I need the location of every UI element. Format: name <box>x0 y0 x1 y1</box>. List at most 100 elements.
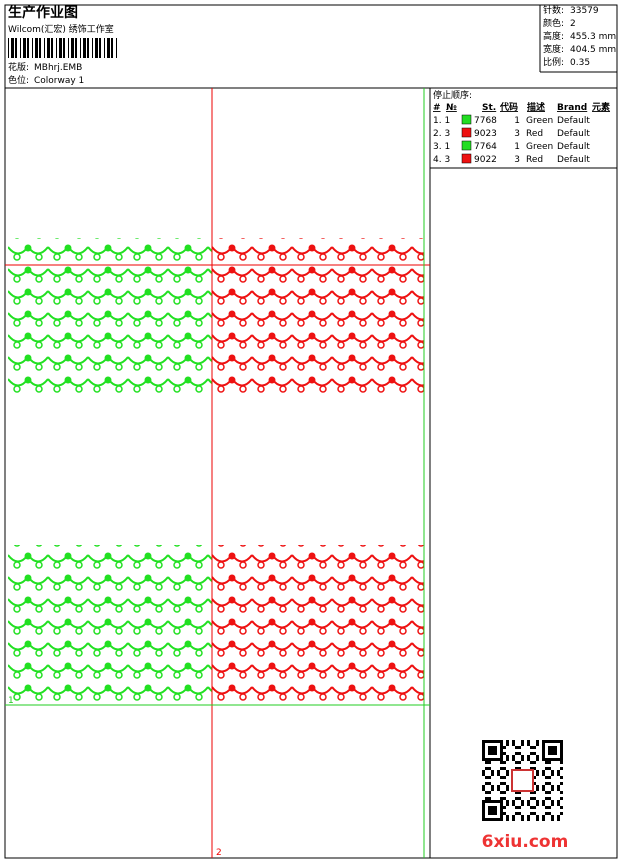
qr-cell <box>560 758 563 761</box>
qr-cell <box>554 746 557 749</box>
qr-cell <box>551 785 554 788</box>
bar <box>87 38 89 58</box>
qr-cell <box>491 818 494 821</box>
qr-cell <box>512 815 515 818</box>
qr-cell <box>548 767 551 770</box>
stat-label: 比例: <box>543 56 564 68</box>
qr-cell <box>548 758 551 761</box>
qr-cell <box>497 758 500 761</box>
qr-cell <box>548 812 551 815</box>
bar <box>95 38 98 58</box>
qr-cell <box>551 752 554 755</box>
qr-cell <box>557 773 560 776</box>
qr-cell <box>500 740 503 743</box>
qr-cell <box>536 743 539 746</box>
qr-cell <box>521 815 524 818</box>
brand: Default <box>557 116 590 126</box>
qr-cell <box>527 803 530 806</box>
qr-cell <box>503 767 506 770</box>
qr-cell <box>485 758 488 761</box>
desc: Green <box>526 142 553 152</box>
qr-cell <box>500 803 503 806</box>
qr-cell <box>548 749 551 752</box>
qr-cell <box>503 776 506 779</box>
qr-cell <box>503 791 506 794</box>
qr-cell <box>506 755 509 758</box>
qr-cell <box>521 740 524 743</box>
qr-cell <box>500 791 503 794</box>
qr-cell <box>497 770 500 773</box>
qr-cell <box>536 818 539 821</box>
qr-cell <box>545 806 548 809</box>
qr-cell <box>494 818 497 821</box>
qr-cell <box>491 812 494 815</box>
qr-cell <box>551 803 554 806</box>
qr-cell <box>542 803 545 806</box>
qr-cell <box>500 767 503 770</box>
stat-label: 针数: <box>543 4 564 16</box>
qr-cell <box>491 749 494 752</box>
stat-value: 455.3 mm <box>570 32 616 42</box>
qr-cell <box>518 812 521 815</box>
qr-cell <box>536 785 539 788</box>
qr-cell <box>485 740 488 743</box>
stat-value: 404.5 mm <box>570 45 616 55</box>
qr-cell <box>488 791 491 794</box>
qr-cell <box>515 746 518 749</box>
qr-cell <box>518 806 521 809</box>
qr-cell <box>521 803 524 806</box>
title: 生产作业图 <box>8 4 78 21</box>
qr-cell <box>500 749 503 752</box>
qr-cell <box>542 788 545 791</box>
qr-cell <box>518 791 521 794</box>
qr-logo <box>511 769 534 792</box>
qr-cell <box>533 761 536 764</box>
qr-cell <box>515 761 518 764</box>
bar <box>92 38 93 58</box>
qr-cell <box>521 755 524 758</box>
qr-cell <box>545 812 548 815</box>
qr-cell <box>485 767 488 770</box>
qr-cell <box>560 761 563 764</box>
qr-cell <box>560 782 563 785</box>
qr-cell <box>515 752 518 755</box>
desc: Red <box>526 155 543 165</box>
qr-cell <box>521 818 524 821</box>
qr-cell <box>497 773 500 776</box>
qr-cell <box>482 749 485 752</box>
bar <box>11 38 14 58</box>
qr-cell <box>497 818 500 821</box>
qr-cell <box>488 809 491 812</box>
code: 3 <box>514 155 520 165</box>
qr-cell <box>530 791 533 794</box>
swatch <box>461 114 472 125</box>
qr-cell <box>551 746 554 749</box>
qr-cell <box>506 785 509 788</box>
qr-cell <box>536 758 539 761</box>
qr-cell <box>530 797 533 800</box>
qr-cell <box>494 749 497 752</box>
qr-cell <box>560 776 563 779</box>
qr-cell <box>548 740 551 743</box>
qr-cell <box>482 773 485 776</box>
qr-cell <box>491 758 494 761</box>
qr-cell <box>518 746 521 749</box>
qr-cell <box>515 791 518 794</box>
qr-cell <box>482 758 485 761</box>
qr-cell <box>491 773 494 776</box>
qr-cell <box>545 791 548 794</box>
qr-cell <box>530 752 533 755</box>
bar <box>104 38 105 58</box>
brand: Default <box>557 142 590 152</box>
qr-cell <box>503 806 506 809</box>
column-header: № <box>446 103 457 113</box>
qr-cell <box>533 746 536 749</box>
qr-cell <box>494 752 497 755</box>
qr-cell <box>554 740 557 743</box>
colorway-label: 色位: <box>8 74 29 86</box>
stat-label: 高度: <box>543 30 564 42</box>
qr-cell <box>497 785 500 788</box>
column-header: St. <box>482 103 496 113</box>
qr-cell <box>482 800 485 803</box>
qr-cell <box>557 800 560 803</box>
